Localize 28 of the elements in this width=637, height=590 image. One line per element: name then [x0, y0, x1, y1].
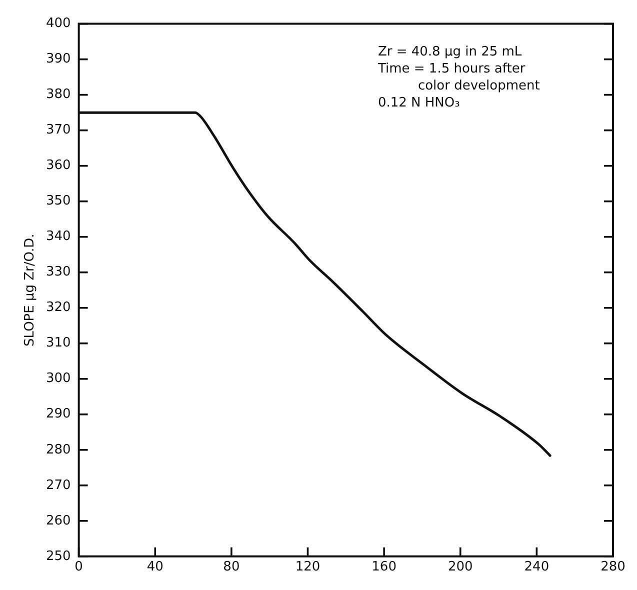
- x-tick-label: 80: [223, 560, 240, 575]
- y-tick-label: 390: [46, 52, 71, 67]
- x-tick-label: 200: [448, 560, 473, 575]
- y-tick-label: 300: [46, 371, 71, 386]
- annotation: Time = 1.5 hours after color development: [376, 62, 540, 94]
- y-tick-label: 320: [46, 300, 71, 316]
- annotation: Zr = 40.8 μg in 25 mL: [378, 44, 522, 60]
- annotation: 0.12 N HNO₃: [378, 96, 460, 111]
- y-tick-label: 350: [46, 194, 71, 209]
- x-tick-label: 120: [295, 560, 320, 575]
- y-tick-label: 360: [46, 158, 71, 174]
- y-tick-label: 400: [46, 16, 71, 32]
- y-tick-label: 260: [46, 513, 71, 528]
- x-tick-label: 0: [74, 560, 83, 575]
- y-tick-label: 270: [46, 478, 71, 493]
- y-tick-label: 340: [46, 229, 71, 244]
- x-tick-label: 160: [372, 560, 396, 575]
- y-tick-label: 250: [46, 548, 71, 564]
- x-tick-label: 280: [600, 560, 626, 575]
- y-tick-label: 370: [46, 122, 71, 138]
- y-tick-label: 280: [46, 442, 71, 458]
- y-tick-label: 380: [46, 87, 71, 102]
- x-tick-label: 240: [524, 560, 550, 575]
- x-tick-label: 40: [146, 560, 164, 575]
- y-axis-title: SLOPE μg Zr/O.D.: [22, 234, 38, 346]
- y-tick-label: 330: [46, 264, 71, 280]
- y-tick-label: 310: [46, 336, 71, 351]
- y-tick-label: 290: [46, 406, 71, 422]
